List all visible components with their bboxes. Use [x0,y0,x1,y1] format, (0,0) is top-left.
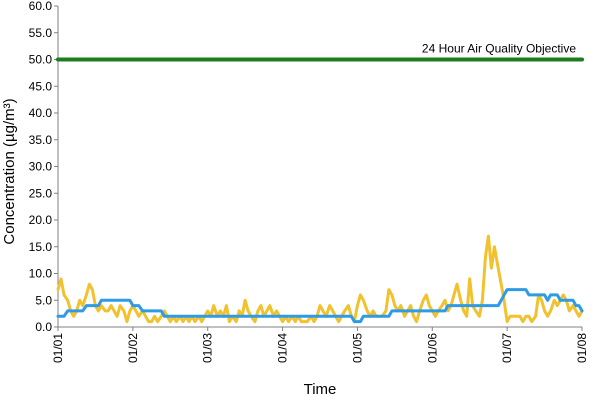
y-tick-label: 10.0 [29,267,53,281]
x-tick-label: 01/03 [201,333,215,363]
y-tick-label: 15.0 [29,240,53,254]
y-tick-label: 50.0 [29,53,53,67]
y-tick-label: 60.0 [29,0,53,13]
x-tick-label: 01/04 [276,333,290,363]
series-line-hourly [56,234,584,324]
y-axis-title: Concentration (µg/m³) [1,98,18,244]
y-tick-label: 25.0 [29,186,53,200]
x-tick-label: 01/05 [350,333,364,363]
y-tick-label: 45.0 [29,79,53,93]
objective-annotation: 24 Hour Air Quality Objective [422,42,576,56]
y-tick-label: 20.0 [29,213,53,227]
y-tick-label: 0.0 [35,320,52,334]
y-tick-label: 35.0 [29,133,53,147]
x-tick-label: 01/07 [500,333,514,363]
x-tick-label: 01/01 [51,333,65,363]
series-line-running_mean [56,288,584,324]
series-layer [56,57,584,324]
y-tick-label: 5.0 [35,293,52,307]
y-tick-label: 40.0 [29,106,53,120]
x-tick-label: 01/02 [126,333,140,363]
y-tick-label: 55.0 [29,26,53,40]
x-axis-ticks: 01/01 01/02 01/03 01/04 01/05 01/06 01/07 01/08 [51,327,589,363]
x-tick-label: 01/06 [425,333,439,363]
x-axis-title: Time [304,381,337,398]
y-axis-ticks: 0.0 5.0 10.0 15.0 20.0 25.0 30.0 35.0 40.0 45.0 50… [29,0,58,334]
y-tick-label: 30.0 [29,160,53,174]
x-tick-label: 01/08 [575,333,589,363]
